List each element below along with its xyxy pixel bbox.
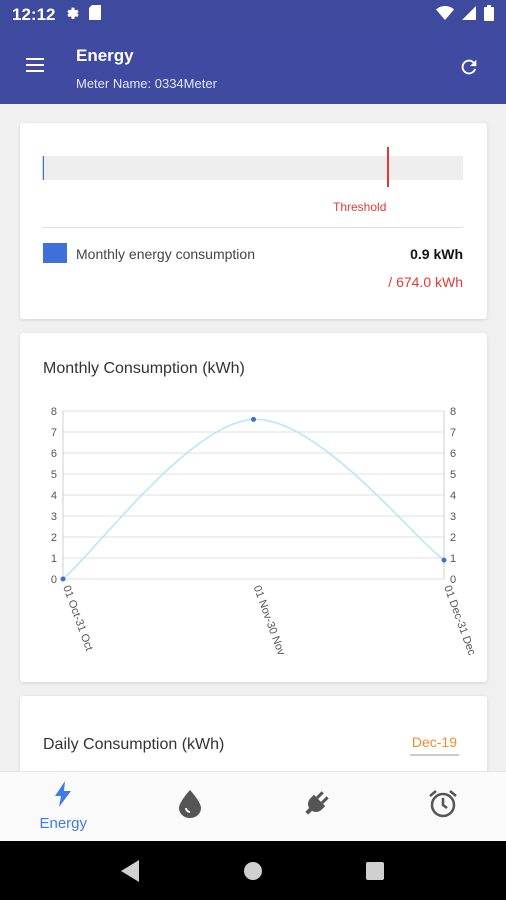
x-tick-label: 01 Oct-31 Oct <box>60 584 95 652</box>
y-tick-label-left: 2 <box>51 532 57 544</box>
monthly-consumption-chart: 0 0 1 1 2 2 3 3 4 4 5 5 6 6 7 7 8 8 01 Oct-31 Oct 01 Nov-30… <box>51 406 478 658</box>
nav-water[interactable] <box>127 772 254 841</box>
recents-icon[interactable] <box>360 856 390 886</box>
y-tick-label-right: 1 <box>450 553 456 565</box>
y-tick-label-right: 4 <box>450 490 456 502</box>
y-tick-label-left: 3 <box>51 511 57 523</box>
monthly-consumption-card: Monthly Consumption (kWh) 0 0 1 1 2 2 3 3 4 4 5 5 6 6… <box>20 333 487 682</box>
daily-chart-title: Daily Consumption (kWh) <box>43 736 225 753</box>
app-title: Energy <box>76 46 134 65</box>
lightning-icon <box>54 781 72 812</box>
y-tick-label-left: 6 <box>51 448 57 460</box>
water-drop-icon <box>178 790 201 823</box>
y-tick-label-left: 0 <box>51 574 57 586</box>
y-tick-label-left: 8 <box>51 406 57 418</box>
alarm-clock-icon <box>428 789 458 824</box>
series-line <box>62 418 445 580</box>
y-tick-label-right: 6 <box>450 448 456 460</box>
y-tick-label-left: 7 <box>51 427 57 439</box>
y-tick-label-right: 8 <box>450 406 456 418</box>
y-tick-label-left: 1 <box>51 553 57 565</box>
app-bar: Energy Meter Name: 0334Meter <box>0 30 506 104</box>
battery-icon <box>484 4 494 26</box>
consumption-progress-fill <box>43 156 44 180</box>
meter-name: Meter Name: 0334Meter <box>76 76 217 91</box>
y-tick-label-right: 5 <box>450 469 456 481</box>
data-point <box>251 416 256 422</box>
x-tick-label: 01 Dec-31 Dec <box>441 584 478 658</box>
divider <box>42 227 463 228</box>
consumption-progress-bar <box>42 156 463 180</box>
y-tick-label-right: 3 <box>450 511 456 523</box>
bottom-navigation: Energy <box>0 771 506 841</box>
status-time: 12:12 <box>12 5 56 24</box>
status-bar: 12:12 <box>0 0 506 30</box>
data-point <box>441 557 447 563</box>
legend-label: Monthly energy consumption <box>76 246 255 262</box>
refresh-icon[interactable] <box>458 56 482 80</box>
signal-icon <box>462 5 476 25</box>
y-tick-label-left: 5 <box>51 469 57 481</box>
y-tick-label-right: 2 <box>450 532 456 544</box>
home-icon[interactable] <box>238 856 268 886</box>
data-point <box>60 576 66 582</box>
wifi-icon <box>436 5 454 25</box>
current-consumption-value: 0.9 kWh <box>410 246 463 262</box>
energy-summary-card: Threshold Monthly energy consumption 0.9… <box>20 123 487 319</box>
threshold-value: / 674.0 kWh <box>388 274 463 290</box>
threshold-label: Threshold <box>333 200 387 214</box>
gear-icon <box>65 5 81 26</box>
threshold-marker <box>387 147 390 187</box>
y-tick-label-right: 0 <box>450 574 456 586</box>
nav-power[interactable] <box>253 772 380 841</box>
month-selector[interactable]: Dec-19 <box>409 734 459 756</box>
back-icon[interactable] <box>116 856 146 886</box>
monthly-chart-title: Monthly Consumption (kWh) <box>43 360 245 377</box>
y-tick-label-left: 4 <box>51 490 57 502</box>
system-navigation-bar <box>0 841 506 900</box>
menu-icon[interactable] <box>24 56 52 78</box>
x-tick-label: 01 Nov-30 Nov <box>251 584 288 658</box>
plug-icon <box>301 789 331 824</box>
nav-alarm[interactable] <box>380 772 506 841</box>
nav-energy-label: Energy <box>39 815 88 832</box>
y-tick-label-right: 7 <box>450 427 456 439</box>
sd-card-icon <box>89 5 102 25</box>
legend-swatch <box>43 243 67 263</box>
nav-energy[interactable]: Energy <box>0 772 127 841</box>
